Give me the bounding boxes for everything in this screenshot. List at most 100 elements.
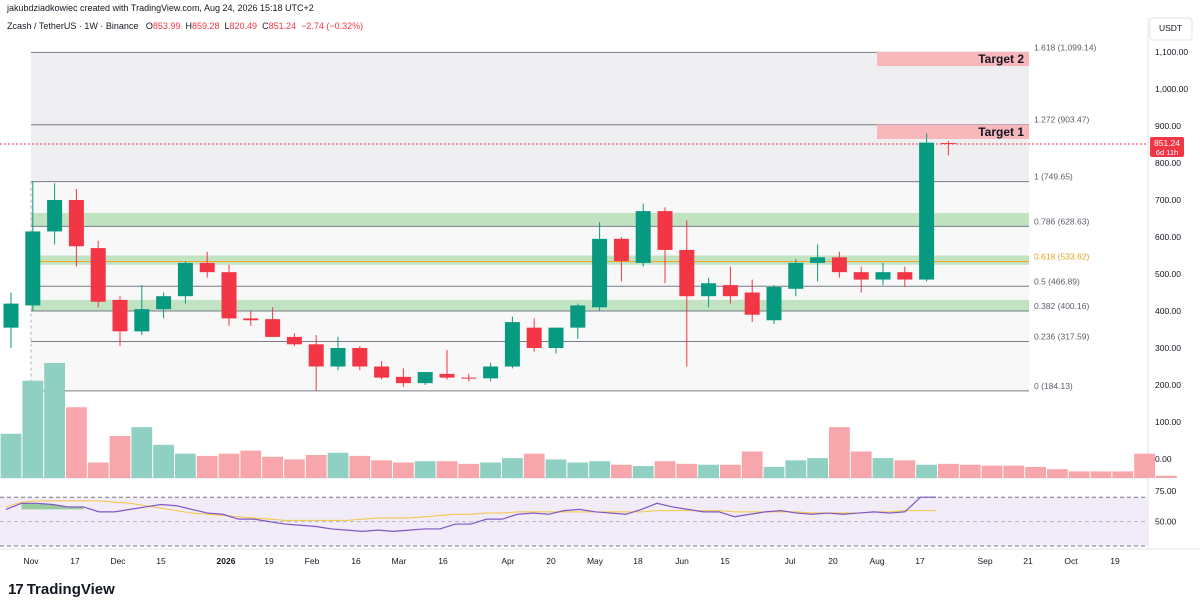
volume-bar [763,466,785,478]
candle-body[interactable] [68,200,84,247]
volume-bar [44,363,65,478]
candle-body[interactable] [199,262,215,273]
candle-body[interactable] [47,200,63,232]
candle-body[interactable] [352,348,368,367]
time-tick-label: 18 [633,556,643,566]
symbol-name[interactable]: Zcash / TetherUS · 1W · Binance [7,21,139,31]
time-tick-label: Dec [110,556,126,566]
candle-body[interactable] [526,327,542,348]
candle-body[interactable] [548,327,564,348]
volume-bar [284,459,305,478]
candle-body[interactable] [570,305,586,328]
candle-body[interactable] [221,272,237,319]
high-label: H [185,21,192,31]
target-box[interactable] [877,52,1029,67]
candle-body[interactable] [592,238,608,308]
candle-body[interactable] [679,249,695,297]
candle-body[interactable] [635,211,651,263]
volume-bar [850,451,872,478]
price-tick-label: 500.00 [1155,269,1181,279]
fib-level-label: 0.786 (628.63) [1034,216,1089,226]
candle-body[interactable] [374,366,390,378]
time-tick-label: 20 [546,556,556,566]
candle-body[interactable] [177,262,193,297]
time-tick-label: Apr [501,556,514,566]
candle-body[interactable] [265,319,281,337]
candle-body[interactable] [504,322,520,367]
candle-body[interactable] [461,377,477,379]
change-value: −2.74 (−0.32%) [301,21,364,31]
time-tick-label: Jul [785,556,796,566]
volume-bar [545,459,567,478]
candle-body[interactable] [483,366,499,379]
volume-bar [589,461,610,478]
fib-level-label: 1.618 (1,099.14) [1034,42,1097,52]
volume-bar [66,407,87,478]
candle-body[interactable] [308,344,324,367]
volume-bar [436,461,458,478]
time-tick-label: Aug [869,556,884,566]
candle-body[interactable] [940,143,956,145]
candle-body[interactable] [701,283,717,297]
candle-body[interactable] [853,272,869,280]
candle-body[interactable] [286,336,302,345]
volume-bar [480,462,501,478]
candle-body[interactable] [897,272,913,280]
price-tick-label: 100.00 [1155,417,1181,427]
time-tick-label: 19 [1110,556,1120,566]
candle-body[interactable] [156,296,172,310]
candle-body[interactable] [417,372,433,384]
candle-body[interactable] [744,292,760,315]
volume-bar [959,464,981,478]
time-tick-label: 17 [915,556,925,566]
volume-bar [894,460,916,478]
price-tick-label: 200.00 [1155,380,1181,390]
candle-body[interactable] [90,248,106,302]
candle-body[interactable] [25,231,41,306]
price-tick-label: 400.00 [1155,306,1181,316]
candle-body[interactable] [330,348,346,367]
volume-bar [632,466,654,478]
candle-body[interactable] [657,211,673,250]
time-tick-label: 15 [156,556,166,566]
candle-body[interactable] [243,318,259,321]
close-value: 851.24 [268,21,297,31]
countdown-label: 6d 11h [1156,148,1178,157]
volume-bar [1112,471,1134,478]
fib-level-label: 0.236 (317.59) [1034,331,1089,341]
candle-body[interactable] [875,272,891,280]
candle-body[interactable] [722,285,738,297]
target-label: Target 2 [978,52,1024,66]
last-price-badge[interactable] [1150,137,1184,158]
volume-bar [1068,471,1090,478]
candle-body[interactable] [439,373,455,378]
target-box[interactable] [877,124,1029,139]
volume-bar [502,458,523,478]
fib-level-label: 1.272 (903.47) [1034,115,1089,125]
low-value: 820.49 [229,21,258,31]
candle-body[interactable] [395,376,411,384]
price-tick-label: 800.00 [1155,158,1181,168]
candle-body[interactable] [831,257,847,273]
candle-body[interactable] [766,286,782,321]
volume-bar [262,456,283,478]
volume-bar [175,453,196,478]
candle-body[interactable] [134,309,150,332]
currency-button[interactable] [1149,17,1193,41]
volume-bar [785,460,807,478]
volume-bar [872,458,894,478]
target-label: Target 1 [978,125,1024,139]
candle-body[interactable] [810,257,826,263]
price-tick-label: 900.00 [1155,121,1181,131]
rsi-ma-line [5,500,936,521]
candle-body[interactable] [919,142,935,280]
candle-body[interactable] [788,262,804,289]
candle-body[interactable] [3,303,19,328]
volume-bar [938,463,959,478]
candle-body[interactable] [112,299,128,332]
tradingview-brand[interactable]: 17 TradingView [8,581,115,598]
low-label: L [224,21,230,31]
volume-bar [567,462,589,478]
candle-body[interactable] [613,238,629,262]
